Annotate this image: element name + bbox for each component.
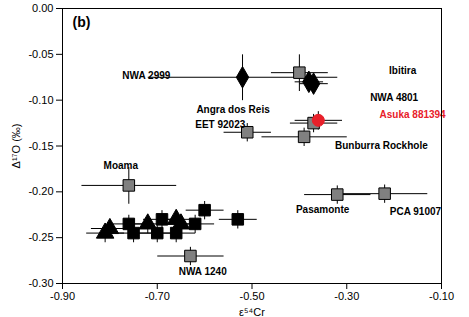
svg-text:0.00: 0.00 bbox=[32, 2, 53, 14]
svg-text:Δ¹⁷O (‰): Δ¹⁷O (‰) bbox=[10, 124, 22, 169]
svg-text:-0.10: -0.10 bbox=[429, 290, 454, 302]
svg-text:-0.10: -0.10 bbox=[28, 94, 53, 106]
svg-text:-0.15: -0.15 bbox=[28, 140, 53, 152]
svg-text:-0.50: -0.50 bbox=[239, 290, 264, 302]
svg-text:Bunburra Rockhole: Bunburra Rockhole bbox=[335, 140, 428, 151]
svg-text:EET 92023: EET 92023 bbox=[195, 119, 245, 130]
svg-text:ε⁵⁴Cr: ε⁵⁴Cr bbox=[239, 306, 265, 317]
svg-text:-0.30: -0.30 bbox=[28, 277, 53, 289]
svg-text:Angra dos Reis: Angra dos Reis bbox=[196, 104, 270, 115]
svg-text:Asuka 881394: Asuka 881394 bbox=[380, 109, 447, 120]
svg-text:Pasamonte: Pasamonte bbox=[296, 204, 350, 215]
svg-text:-0.20: -0.20 bbox=[28, 185, 53, 197]
svg-text:-0.90: -0.90 bbox=[50, 290, 75, 302]
svg-text:-0.70: -0.70 bbox=[145, 290, 170, 302]
svg-text:NWA 4801: NWA 4801 bbox=[370, 92, 418, 103]
svg-text:NWA 2999: NWA 2999 bbox=[122, 70, 170, 81]
svg-text:Ibitira: Ibitira bbox=[389, 65, 417, 76]
svg-text:Moama: Moama bbox=[104, 160, 139, 171]
svg-text:(b): (b) bbox=[73, 14, 91, 30]
svg-text:NWA 1240: NWA 1240 bbox=[179, 266, 227, 277]
svg-text:PCA 91007: PCA 91007 bbox=[390, 206, 442, 217]
svg-text:-0.25: -0.25 bbox=[28, 231, 53, 243]
svg-text:-0.05: -0.05 bbox=[28, 48, 53, 60]
svg-text:-0.30: -0.30 bbox=[334, 290, 359, 302]
